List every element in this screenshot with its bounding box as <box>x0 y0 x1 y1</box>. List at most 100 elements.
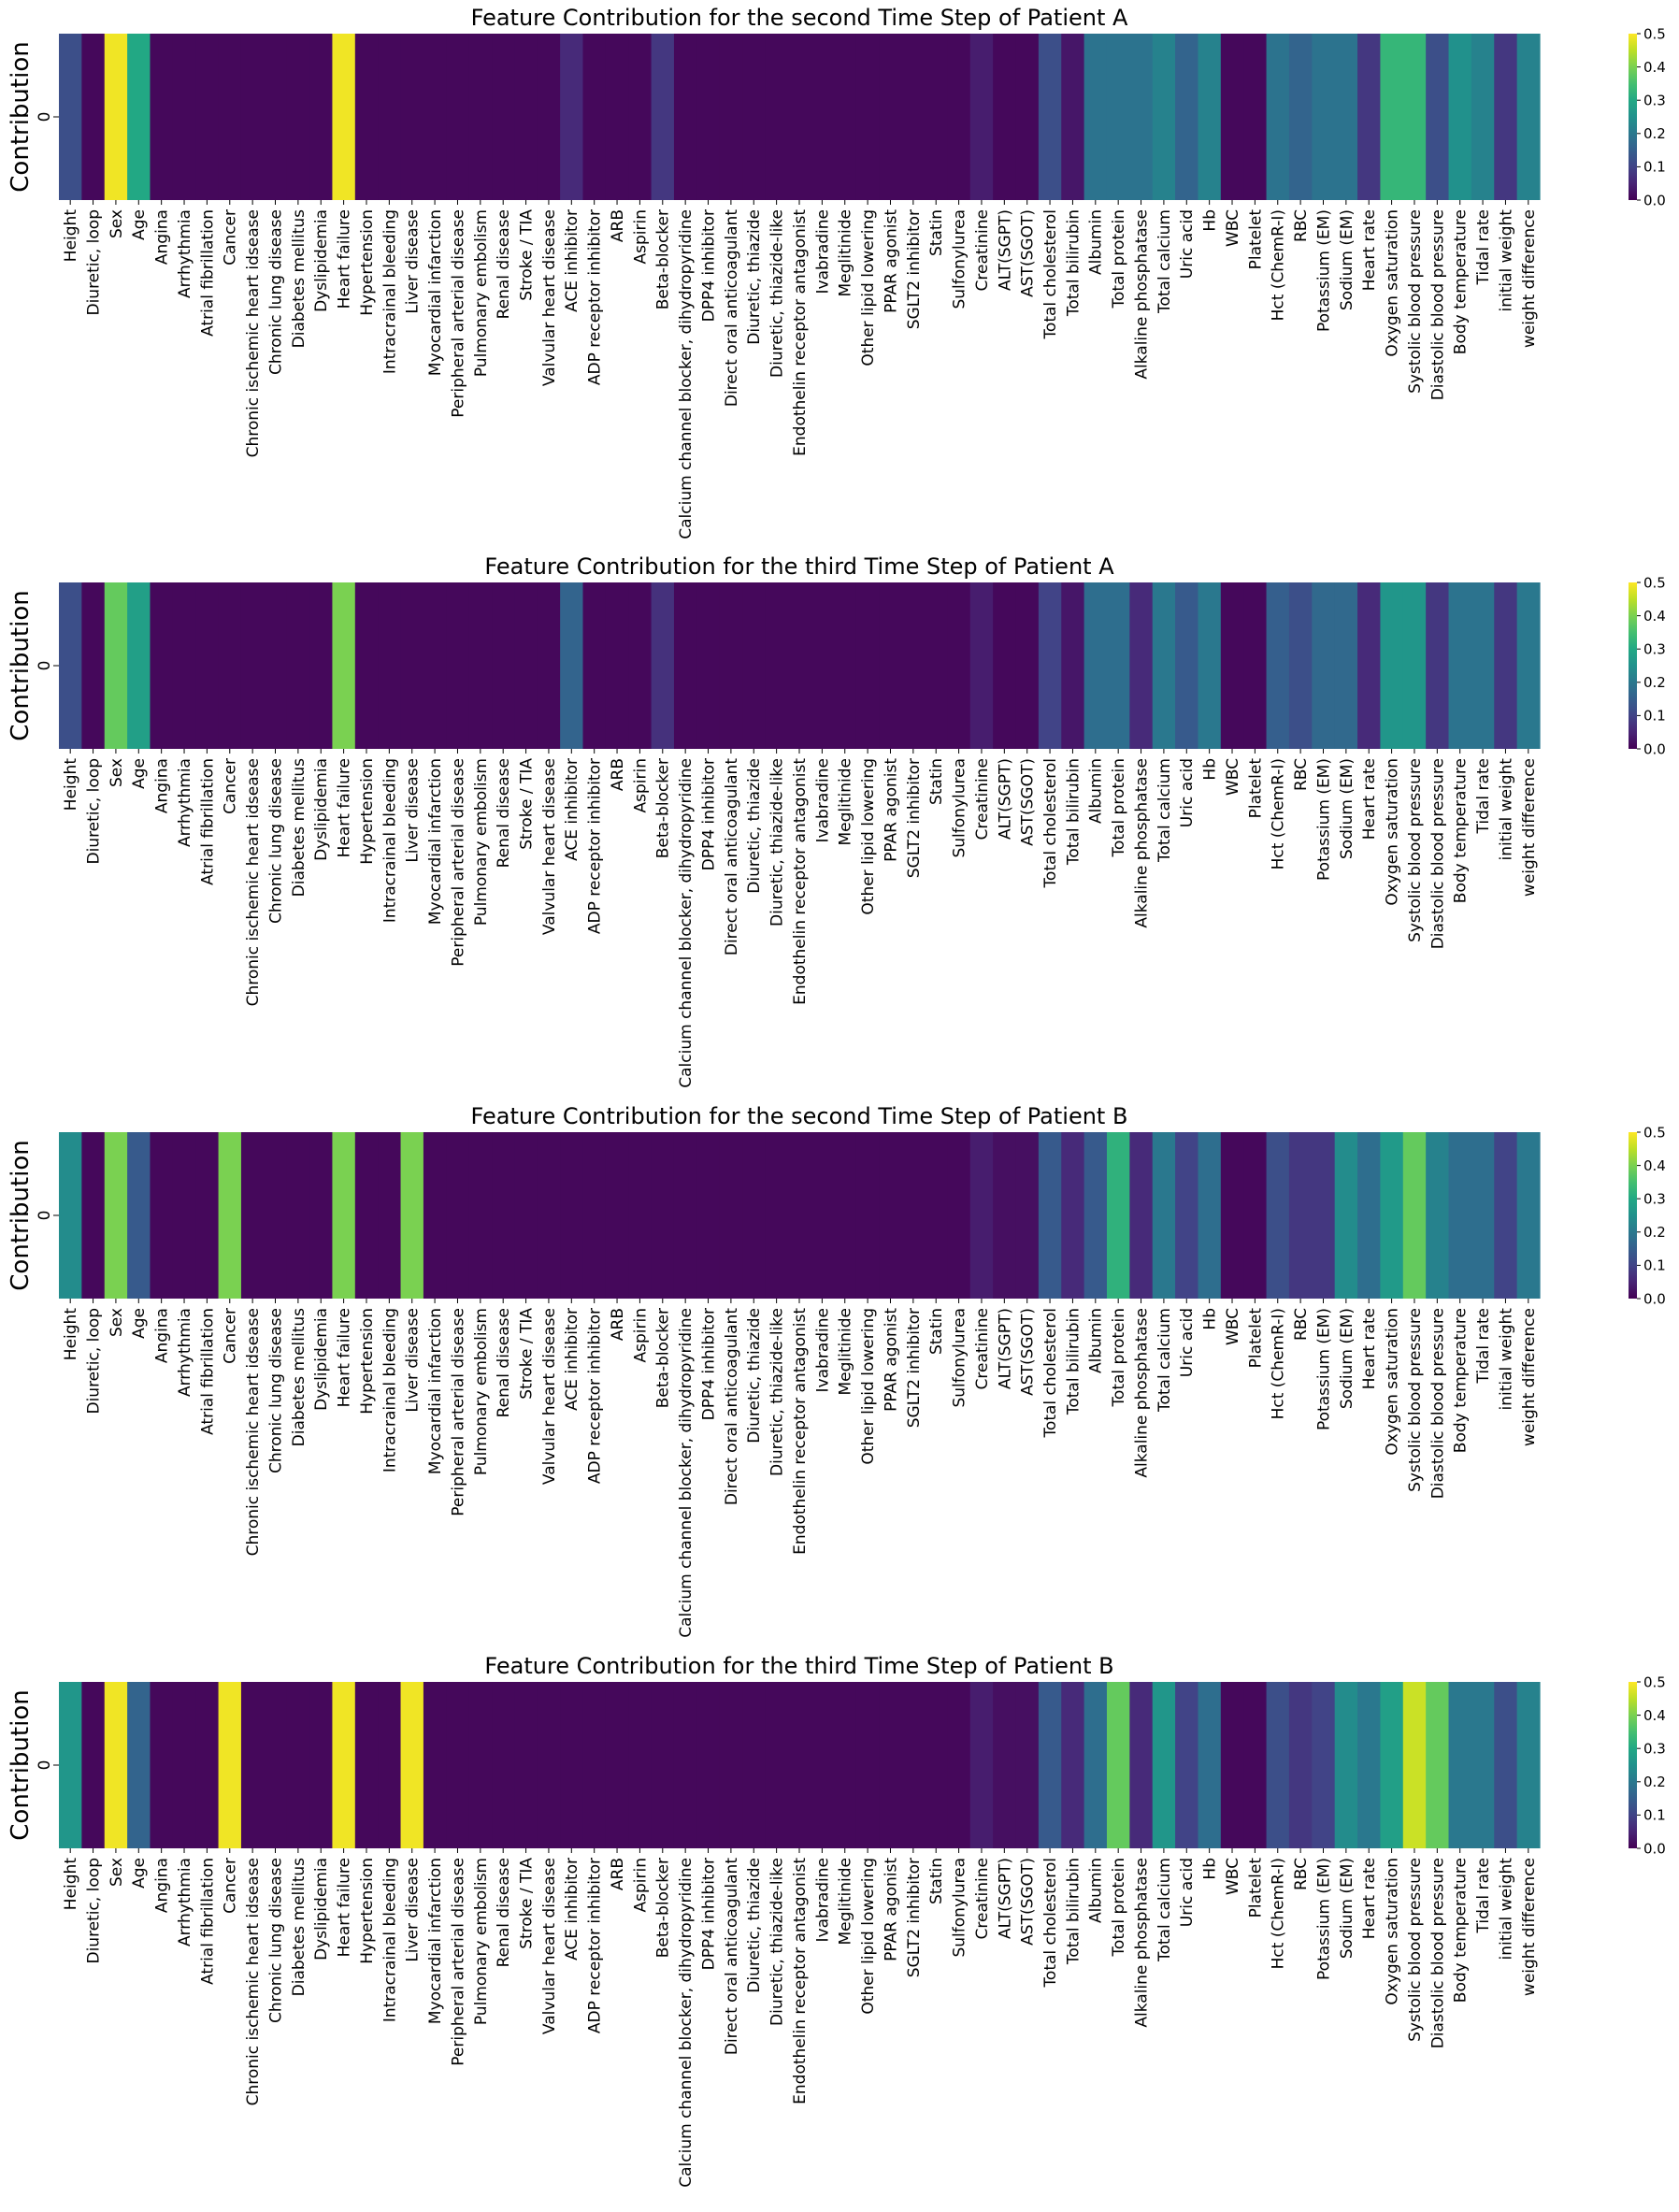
panel-title: Feature Contribution for the second Time… <box>471 5 1128 31</box>
heatmap-cell <box>787 34 811 200</box>
x-tick-label: Oxygen saturation <box>1384 758 1402 906</box>
heatmap-cell <box>582 1682 607 1848</box>
heatmap-cell <box>1448 582 1472 749</box>
x-tick-label: Alkaline phosphatase <box>1132 1308 1151 1478</box>
x-tick-label: Beta-blocker <box>654 758 673 858</box>
x-tick-label: Total calcium <box>1155 209 1174 314</box>
heatmap-cell <box>1494 1682 1518 1848</box>
x-tick-label: Age <box>130 209 149 240</box>
x-tick-label: Albumin <box>1087 758 1106 824</box>
x-tick-label: Angina <box>153 1308 172 1363</box>
x-tick-label: DPP4 inhibitor <box>699 1858 718 1970</box>
x-tick-label: Heart failure <box>336 209 354 309</box>
x-tick-label: Alkaline phosphatase <box>1132 209 1151 380</box>
x-tick-label: Hb <box>1201 1858 1220 1880</box>
heatmap-cell <box>286 582 310 749</box>
heatmap-cell <box>651 582 675 749</box>
x-tick-label: Creatinine <box>973 1858 992 1939</box>
heatmap-cell <box>1426 34 1450 200</box>
x-tick-label: Meglitinide <box>837 1308 855 1396</box>
x-tick-label: Heart failure <box>336 1308 354 1407</box>
x-tick-label: Diuretic, loop <box>85 1858 104 1964</box>
x-tick-label: ALT(SGPT) <box>996 758 1014 840</box>
x-tick-label: Stroke / TIA <box>518 1858 537 1949</box>
x-tick-label: Total bilirubin <box>1064 1858 1083 1965</box>
heatmap-cell <box>81 34 106 200</box>
x-tick-label: Tidal rate <box>1474 758 1493 834</box>
x-tick-label: Diuretic, thiazide <box>745 758 764 894</box>
heatmap-cell <box>765 34 789 200</box>
heatmap-cell <box>1266 582 1290 749</box>
heatmap-cell <box>1106 582 1130 749</box>
x-tick-label: Direct oral anticoagulant <box>723 1308 741 1505</box>
heatmap-cell <box>332 582 356 749</box>
x-tick-label: Sulfonylurea <box>951 758 969 858</box>
y-tick-label: 0 <box>36 1760 54 1771</box>
x-tick-label: Platelet <box>1246 209 1265 270</box>
heatmap-cell <box>332 1682 356 1848</box>
x-tick-label: Atrial fibrillation <box>198 1308 217 1435</box>
heatmap-cell <box>104 1132 128 1299</box>
heatmap-cell <box>446 582 470 749</box>
heatmap-cell <box>833 34 857 200</box>
x-tick-label: Heart rate <box>1360 758 1379 840</box>
heatmap-cell <box>811 34 835 200</box>
x-tick-label: Renal disease <box>495 1858 513 1967</box>
heatmap-cell <box>1448 1132 1472 1299</box>
heatmap-cell <box>765 1132 789 1299</box>
x-tick-label: Systolic blood pressure <box>1406 1308 1425 1492</box>
heatmap-cell <box>1243 1132 1268 1299</box>
x-tick-label: Valvular heart disease <box>540 1858 559 2034</box>
x-tick-label: Atrial fibrillation <box>198 209 217 337</box>
x-tick-label: Body temperature <box>1452 758 1471 903</box>
heatmap-cell <box>81 582 106 749</box>
heatmap-cell <box>696 1132 721 1299</box>
colorbar-tick-label: 0.2 <box>1643 125 1666 142</box>
x-tick-label: Diuretic, loop <box>85 1308 104 1415</box>
x-tick-label: Diastolic blood pressure <box>1428 209 1447 400</box>
heatmap-cell <box>1038 1132 1062 1299</box>
x-tick-label: Total calcium <box>1155 1308 1174 1413</box>
x-tick-label: PPAR agonist <box>882 1858 900 1961</box>
x-tick-label: Height <box>62 1858 80 1911</box>
x-tick-label: Platelet <box>1246 1308 1265 1369</box>
x-tick-label: Sex <box>108 1308 126 1337</box>
x-tick-label: Potassium (EM) <box>1314 1858 1333 1980</box>
x-tick-label: Endothelin receptor antagonist <box>791 209 810 456</box>
colorbar-tick-label: 0.5 <box>1643 1124 1666 1141</box>
heatmap-cell <box>514 1682 538 1848</box>
heatmap-cell <box>150 1132 174 1299</box>
x-tick-label: AST(SGOT) <box>1019 1858 1038 1946</box>
heatmap-cell <box>1494 582 1518 749</box>
x-tick-label: Diuretic, thiazide <box>745 1308 764 1444</box>
heatmap-cell <box>446 1132 470 1299</box>
x-tick-label: ACE inhibitor <box>563 209 581 312</box>
x-tick-label: Potassium (EM) <box>1314 758 1333 881</box>
x-tick-label: Total calcium <box>1155 1858 1174 1962</box>
colorbar-tick-label: 0.1 <box>1643 1807 1666 1824</box>
x-tick-label: Beta-blocker <box>654 1858 673 1958</box>
x-tick-label: Statin <box>927 209 946 256</box>
heatmap-cell <box>150 34 174 200</box>
colorbar-tick-label: 0.1 <box>1643 708 1666 725</box>
heatmap-cell <box>673 1132 697 1299</box>
heatmap-cell <box>1106 1132 1130 1299</box>
x-tick-label: Cancer <box>222 1308 240 1364</box>
heatmap-cell <box>286 1132 310 1299</box>
x-tick-label: Heart rate <box>1360 1308 1379 1389</box>
x-tick-label: Oxygen saturation <box>1384 1858 1402 2005</box>
heatmap-cell <box>195 1132 220 1299</box>
colorbar-tick-label: 0.0 <box>1643 740 1666 757</box>
x-tick-label: WBC <box>1224 758 1242 796</box>
heatmap-cell <box>1494 34 1518 200</box>
heatmap-cell <box>560 1682 584 1848</box>
heatmap-cell <box>605 582 629 749</box>
heatmap-cell <box>332 34 356 200</box>
x-tick-label: Hypertension <box>358 209 377 316</box>
x-tick-label: Statin <box>927 1858 946 1904</box>
x-tick-label: RBC <box>1292 1308 1311 1341</box>
heatmap-cell <box>240 1682 265 1848</box>
heatmap-cell <box>1152 34 1176 200</box>
heatmap-cell <box>240 34 265 200</box>
heatmap-cell <box>1380 1682 1404 1848</box>
